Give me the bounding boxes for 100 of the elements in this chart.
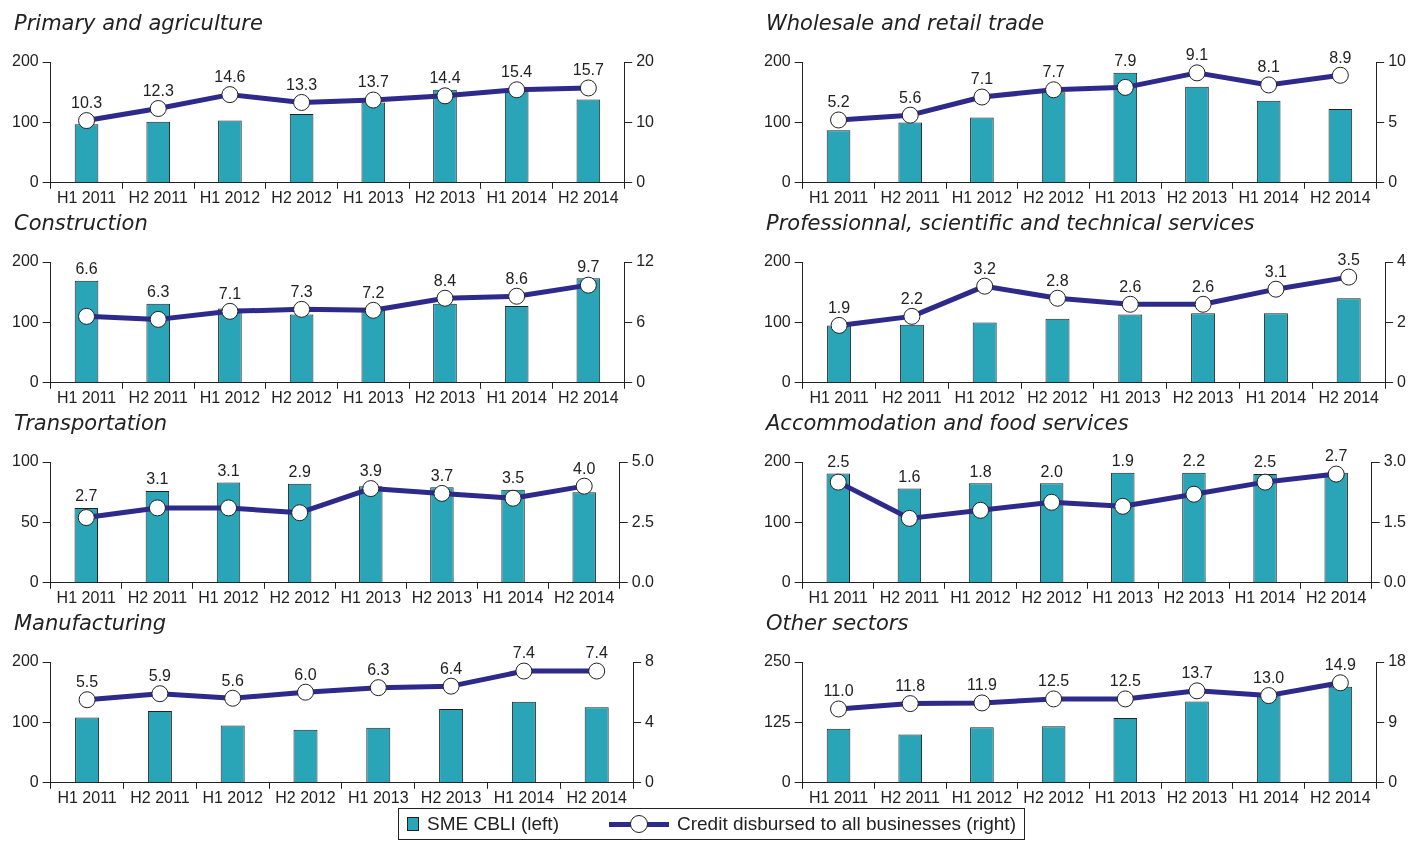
- data-label: 3.1: [217, 461, 240, 479]
- data-label: 6.6: [75, 260, 98, 278]
- y-tick-label: 0: [29, 773, 39, 791]
- x-tick-label: H1 2012: [951, 188, 1013, 206]
- data-label: 3.2: [973, 259, 996, 277]
- y2-tick-label: 2: [1397, 312, 1407, 330]
- x-tick-label: H2 2013: [1163, 588, 1225, 606]
- chart-title: Wholesale and retail trade: [765, 10, 1046, 37]
- data-label: 8.9: [1329, 48, 1352, 66]
- x-tick-label: H2 2011: [882, 388, 942, 406]
- x-tick-label: H1 2013: [1095, 788, 1156, 806]
- y2-tick-label: 0: [1388, 773, 1398, 791]
- data-label: 2.7: [1325, 447, 1348, 465]
- data-label: 9.7: [577, 257, 600, 275]
- x-tick-label: H1 2013: [348, 788, 409, 806]
- x-tick-label: H2 2013: [414, 388, 476, 406]
- data-label: 13.0: [1253, 668, 1285, 686]
- chart-title: Professionnal, scientific and technical services: [765, 210, 1256, 237]
- x-tick-label: H2 2013: [1166, 788, 1228, 806]
- y-tick-label: 125: [763, 712, 791, 730]
- data-label: 11.0: [823, 682, 854, 700]
- x-tick-label: H2 2013: [1166, 188, 1228, 206]
- data-label: 2.9: [288, 463, 311, 481]
- data-label: 6.3: [147, 283, 170, 301]
- x-tick-label: H2 2012: [1027, 388, 1088, 406]
- x-tick-label: H1 2012: [950, 588, 1011, 606]
- x-tick-label: H2 2011: [880, 788, 940, 806]
- x-tick-label: H1 2014: [493, 788, 555, 806]
- x-tick-label: H2 2013: [414, 188, 476, 206]
- x-tick-label: H2 2013: [1172, 388, 1234, 406]
- x-tick-label: H1 2011: [56, 188, 117, 206]
- x-tick-label: H2 2012: [269, 588, 330, 606]
- data-label: 7.1: [218, 284, 242, 302]
- x-tick-label: H1 2011: [809, 388, 869, 406]
- y-tick-label: 250: [763, 652, 791, 670]
- y2-tick-label: 9: [1388, 712, 1398, 730]
- y2-tick-label: 6: [636, 312, 646, 330]
- x-tick-label: H2 2012: [271, 188, 332, 206]
- data-label: 13.7: [357, 73, 389, 91]
- y2-tick-label: 12: [636, 252, 655, 270]
- data-label: 2.0: [1040, 462, 1063, 480]
- x-tick-label: H1 2014: [1234, 588, 1296, 606]
- x-tick-label: H1 2014: [486, 188, 548, 206]
- data-label: 12.5: [1109, 672, 1141, 690]
- y2-tick-label: 0: [645, 773, 655, 791]
- x-tick-label: H2 2014: [1310, 188, 1371, 206]
- y2-tick-label: 5: [1388, 112, 1398, 130]
- x-tick-label: H2 2014: [558, 388, 619, 406]
- chart-title: Accommodation and food services: [764, 410, 1130, 437]
- y2-tick-label: 8: [645, 652, 655, 670]
- data-label: 5.6: [221, 671, 244, 689]
- y-tick-label: 0: [29, 573, 39, 591]
- x-tick-label: H1 2011: [56, 388, 117, 406]
- legend-label: Credit disbursed to all businesses (right): [676, 813, 1016, 835]
- x-tick-label: H2 2014: [1305, 588, 1367, 606]
- y2-tick-label: 4: [1397, 252, 1407, 270]
- data-label: 2.8: [1046, 271, 1069, 289]
- x-tick-label: H1 2014: [1238, 188, 1300, 206]
- data-label: 7.4: [585, 644, 608, 662]
- y-tick-label: 0: [29, 373, 39, 391]
- x-tick-label: H2 2013: [411, 588, 473, 606]
- data-label: 2.6: [1191, 277, 1215, 295]
- y2-tick-label: 0.0: [631, 573, 655, 591]
- data-label: 9.1: [1185, 46, 1209, 64]
- x-tick-label: H1 2014: [482, 588, 544, 606]
- data-label: 3.5: [1337, 250, 1360, 268]
- y-tick-label: 100: [11, 112, 39, 130]
- data-label: 10.3: [70, 93, 103, 111]
- chart-title: Transportation: [13, 410, 169, 437]
- data-label: 13.7: [1181, 664, 1213, 682]
- x-tick-label: H1 2011: [808, 588, 869, 606]
- y2-tick-label: 18: [1388, 652, 1407, 670]
- data-label: 7.7: [1042, 63, 1065, 81]
- data-label: 5.5: [75, 673, 99, 691]
- x-tick-label: H1 2011: [808, 188, 869, 206]
- x-tick-label: H1 2014: [1245, 388, 1307, 406]
- x-tick-label: H2 2011: [880, 188, 940, 206]
- y2-tick-label: 0: [636, 373, 646, 391]
- y-tick-label: 100: [763, 512, 791, 530]
- y-tick-label: 100: [11, 452, 39, 470]
- data-label: 14.4: [429, 69, 461, 87]
- y2-tick-label: 1.5: [1383, 512, 1407, 530]
- x-tick-label: H2 2014: [553, 588, 615, 606]
- data-label: 14.6: [214, 68, 246, 86]
- x-tick-label: H1 2012: [954, 388, 1016, 406]
- data-label: 2.2: [900, 289, 924, 307]
- x-tick-label: H1 2013: [1092, 588, 1154, 606]
- data-label: 7.4: [512, 644, 536, 662]
- x-tick-label: H1 2013: [343, 188, 404, 206]
- data-label: 1.9: [1111, 452, 1135, 470]
- data-label: 7.9: [1114, 52, 1137, 70]
- data-label: 2.2: [1182, 452, 1206, 470]
- y2-tick-label: 0: [1388, 173, 1398, 191]
- y-tick-label: 100: [11, 312, 39, 330]
- y2-tick-label: 0.0: [1383, 573, 1407, 591]
- x-tick-label: H2 2011: [128, 388, 188, 406]
- y-tick-label: 0: [781, 373, 791, 391]
- x-tick-label: H2 2012: [1023, 788, 1084, 806]
- data-label: 2.5: [1253, 453, 1277, 471]
- chart-title: Other sectors: [765, 610, 910, 637]
